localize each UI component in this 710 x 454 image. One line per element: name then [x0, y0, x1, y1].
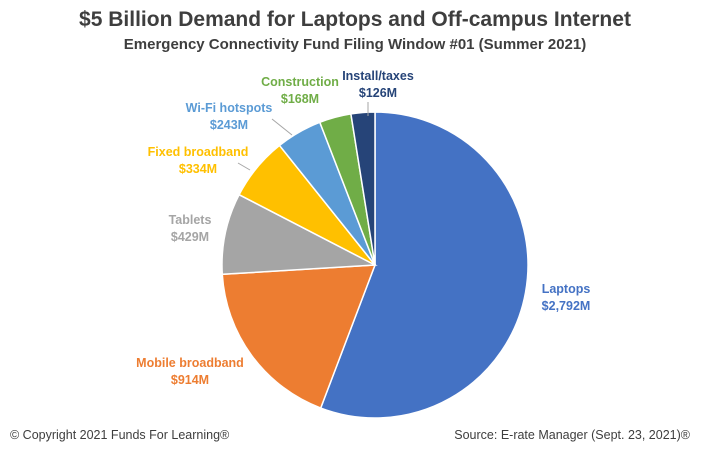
slice-label-fixed-broadband: Fixed broadband $334M — [148, 145, 249, 176]
slice-label-tablets: Tablets $429M — [169, 213, 212, 244]
slice-label-wi-fi-hotspots: Wi-Fi hotspots $243M — [186, 101, 273, 132]
pie-slice-mobile-broadband — [221, 264, 377, 410]
leader-line-wi-fi-hotspots — [271, 118, 293, 136]
pie-slice-laptops — [319, 111, 529, 419]
pie-slice-install-taxes — [350, 111, 376, 266]
slice-label-mobile-broadband: Mobile broadband $914M — [136, 356, 244, 387]
pie-slices — [221, 111, 529, 419]
slice-label-construction: Construction $168M — [261, 75, 339, 106]
leader-lines — [237, 102, 369, 171]
source-text: Source: E-rate Manager (Sept. 23, 2021)® — [454, 428, 690, 442]
copyright-text: © Copyright 2021 Funds For Learning® — [10, 428, 230, 442]
leader-line-fixed-broadband — [237, 162, 251, 171]
slice-labels: Laptops $2,792M Mobile broadband $914M Table… — [136, 69, 590, 387]
slice-label-install-taxes: Install/taxes $126M — [342, 69, 414, 100]
slice-label-laptops: Laptops $2,792M — [542, 282, 591, 313]
chart-title: $5 Billion Demand for Laptops and Off-ca… — [79, 8, 631, 31]
chart-subtitle: Emergency Connectivity Fund Filing Windo… — [123, 36, 587, 53]
